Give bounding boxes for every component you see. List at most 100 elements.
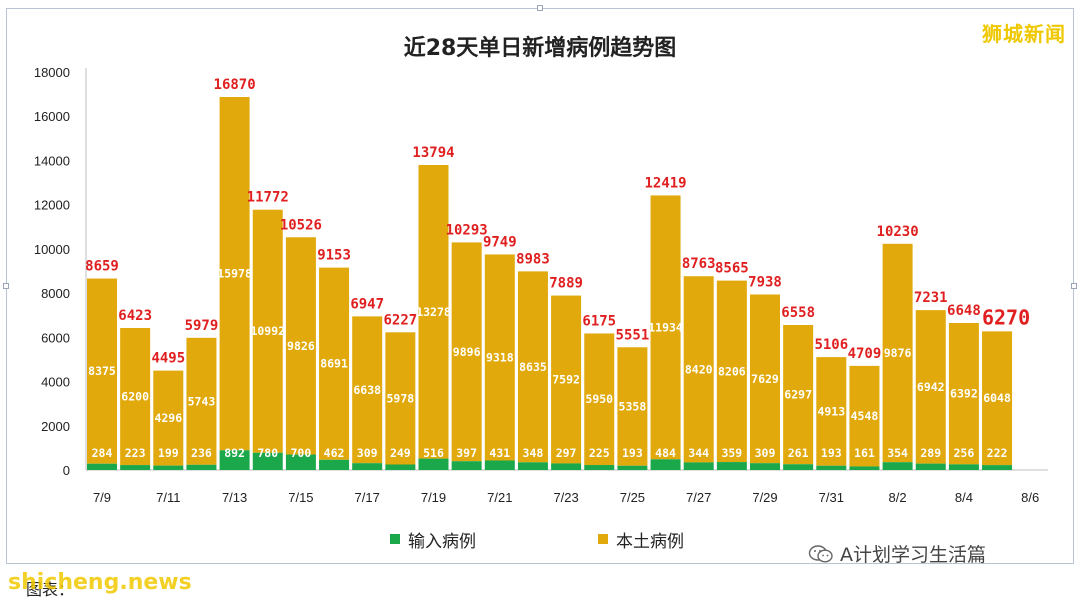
data-label-local: 9876 (884, 346, 912, 360)
data-label-total: 10293 (446, 222, 488, 238)
data-label-import: 780 (257, 446, 278, 460)
data-label-total: 5106 (814, 337, 848, 353)
bar-import (120, 465, 151, 470)
bar-import (517, 462, 548, 470)
bar-import (948, 464, 979, 470)
resize-handle-top[interactable] (537, 5, 543, 11)
bar-local (882, 243, 913, 463)
bar-local (285, 237, 316, 455)
x-tick-label: 8/6 (1021, 490, 1039, 505)
data-label-local: 8691 (320, 357, 348, 371)
bar-local (352, 316, 383, 464)
bar-local (517, 271, 548, 463)
resize-handle-right[interactable] (1071, 283, 1077, 289)
x-tick-label: 7/31 (819, 490, 844, 505)
data-label-total: 9749 (483, 234, 517, 250)
data-label-total: 4709 (848, 346, 882, 362)
bar-local (385, 332, 416, 465)
data-label-import: 161 (854, 446, 875, 460)
y-tick-label: 16000 (34, 109, 70, 124)
data-label-local: 8375 (88, 364, 116, 378)
data-label-total: 10230 (877, 224, 919, 240)
bar-local (551, 295, 582, 464)
bar-local (716, 280, 747, 463)
data-label-total: 9153 (317, 248, 351, 264)
data-label-local: 5358 (619, 399, 647, 413)
data-label-import: 249 (390, 446, 411, 460)
bar-import (650, 459, 681, 470)
y-tick-label: 10000 (34, 242, 70, 257)
bar-local (451, 242, 482, 462)
data-label-local: 4296 (154, 411, 182, 425)
bar-import (319, 459, 350, 470)
data-label-total: 6648 (947, 303, 981, 319)
x-tick-label: 7/27 (686, 490, 711, 505)
bar-import (385, 464, 416, 470)
y-tick-label: 0 (63, 463, 70, 478)
data-label-local: 6200 (121, 390, 149, 404)
bar-import (285, 454, 316, 470)
data-label-total: 12419 (644, 175, 686, 191)
bar-import (252, 452, 283, 470)
data-label-total: 6423 (118, 308, 152, 324)
bar-local (617, 347, 648, 466)
data-label-import: 236 (191, 446, 212, 460)
bar-local (982, 331, 1013, 466)
data-label-import: 431 (489, 446, 510, 460)
bar-local (319, 267, 350, 460)
data-label-local: 11934 (648, 320, 683, 334)
data-label-local: 5978 (386, 391, 414, 405)
data-label-total: 5979 (185, 318, 219, 334)
data-label-import: 309 (755, 446, 776, 460)
data-label-import: 309 (357, 446, 378, 460)
y-tick-label: 6000 (41, 330, 70, 345)
bar-local (87, 278, 117, 464)
data-label-total: 7889 (549, 276, 583, 292)
x-tick-label: 7/29 (752, 490, 777, 505)
data-label-local: 6942 (917, 380, 945, 394)
resize-handle-left[interactable] (3, 283, 9, 289)
legend-local: 本土病例 (598, 528, 684, 552)
data-label-import: 484 (655, 446, 676, 460)
x-tick-label: 7/11 (156, 490, 180, 505)
bar-local (219, 96, 250, 451)
bar-import (219, 450, 250, 470)
data-label-import: 354 (887, 446, 908, 460)
x-tick-label: 7/17 (355, 490, 380, 505)
data-label-local: 8206 (718, 364, 746, 378)
data-label-import: 462 (324, 446, 345, 460)
y-tick-label: 18000 (34, 65, 70, 80)
data-label-local: 13278 (416, 305, 451, 319)
data-label-local: 9318 (486, 350, 514, 364)
data-label-local: 4913 (817, 404, 845, 418)
bar-import (683, 462, 714, 470)
data-label-import: 193 (622, 446, 643, 460)
data-label-total: 7938 (748, 274, 782, 290)
data-label-local: 8635 (519, 360, 547, 374)
data-label-local: 9896 (453, 345, 481, 359)
x-tick-label: 8/2 (889, 490, 907, 505)
data-label-local: 15978 (217, 267, 252, 281)
bar-import (153, 465, 184, 470)
brand-logo-text: 狮城新闻 (982, 22, 1066, 46)
bar-import (418, 458, 449, 470)
bar-import (451, 461, 482, 470)
data-label-import: 289 (920, 446, 941, 460)
data-label-local: 6638 (353, 383, 381, 397)
legend-swatch-local (598, 534, 608, 544)
bar-import (716, 462, 747, 470)
bar-local (750, 294, 780, 464)
y-tick-label: 12000 (34, 198, 70, 213)
x-tick-label: 7/23 (553, 490, 578, 505)
data-label-local: 8420 (685, 362, 713, 376)
data-label-import: 344 (688, 446, 709, 460)
bar-import (783, 464, 814, 470)
bar-import (87, 463, 117, 470)
data-label-total: 6270 (982, 305, 1030, 329)
data-label-import: 222 (987, 446, 1008, 460)
chart-title: 近28天单日新增病例趋势图 (403, 36, 677, 61)
data-label-import: 892 (224, 446, 245, 460)
bar-import (186, 464, 217, 470)
data-label-local: 10992 (250, 324, 285, 338)
data-label-total: 7231 (914, 290, 948, 306)
